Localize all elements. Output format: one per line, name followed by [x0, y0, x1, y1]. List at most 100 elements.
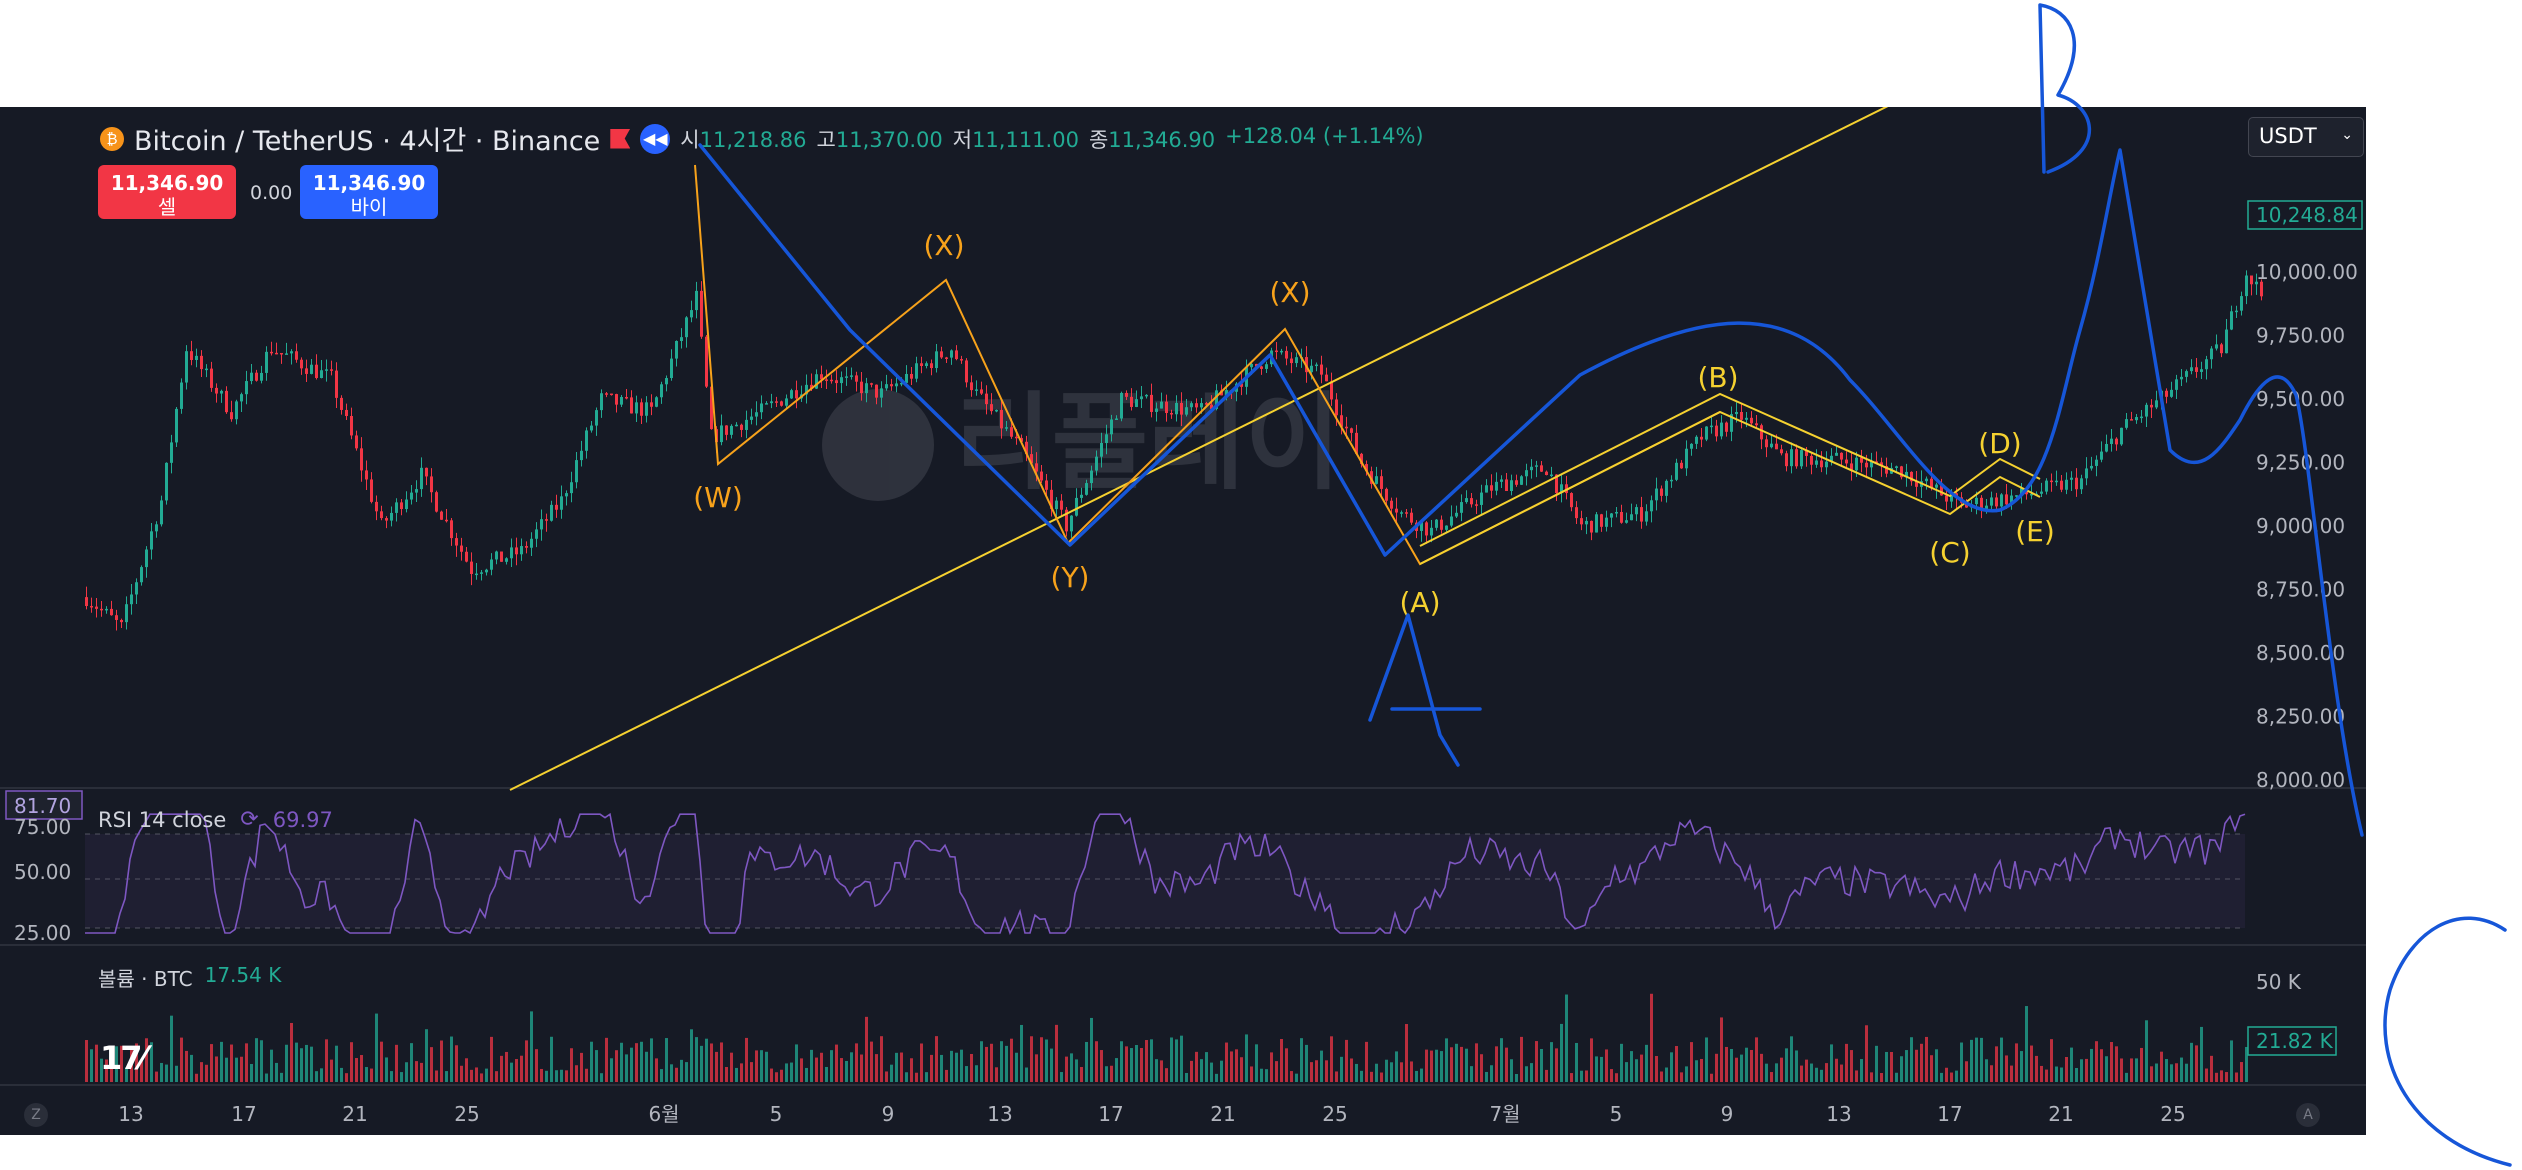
candle [1040, 471, 1043, 481]
volume-bar [2225, 1072, 2228, 1082]
volume-bar [1550, 1042, 1553, 1082]
time-tick-label: 9 [882, 1102, 895, 1126]
symbol-title[interactable]: Bitcoin / TetherUS · 4시간 · Binance [134, 126, 601, 157]
candle [1375, 476, 1378, 484]
candle [2240, 296, 2243, 311]
candle [1645, 511, 1648, 522]
time-tick-label: 25 [2160, 1102, 2185, 1126]
candle [235, 401, 238, 420]
time-tick-label: 25 [454, 1102, 479, 1126]
volume-bar [1375, 1063, 1378, 1082]
volume-bar [1350, 1058, 1353, 1082]
volume-bar [1905, 1050, 1908, 1082]
candle [670, 358, 673, 379]
volume-bar [90, 1049, 93, 1082]
candle [1295, 357, 1298, 364]
candle [160, 500, 163, 525]
candle [530, 538, 533, 548]
flag-icon[interactable] [610, 128, 631, 149]
wave-label: (B) [1697, 361, 1738, 394]
volume-bar [95, 1044, 98, 1082]
candle [615, 394, 618, 405]
chart-canvas[interactable]: 리플레이 10,000.00 9,750.00 9,500.00 9,250.00 9,0… [0, 107, 2366, 1135]
volume-bar [1625, 1062, 1628, 1082]
sync-icon[interactable]: ⟳ [240, 807, 259, 832]
volume-bar [950, 1050, 953, 1082]
volume-bar [265, 1073, 268, 1082]
candle [440, 511, 443, 520]
buy-button[interactable]: 11,346.90 바이 [300, 165, 438, 219]
auto-scale-button[interactable]: A [2296, 1103, 2320, 1127]
candle [765, 403, 768, 405]
candle [1465, 498, 1468, 503]
volume-bar [430, 1047, 433, 1082]
candle [675, 340, 678, 359]
volume-bar [1190, 1060, 1193, 1082]
candle [895, 383, 898, 387]
replay-icon[interactable]: ◀◀ [640, 123, 671, 154]
candle [2155, 400, 2158, 408]
candle [460, 545, 463, 552]
volume-bar [1520, 1036, 1523, 1082]
volume-bar [1990, 1065, 1993, 1082]
volume-bar [700, 1045, 703, 1082]
candle [145, 549, 148, 568]
change-value: +128.04 (+1.14%) [1225, 123, 1424, 148]
candle [1865, 462, 1868, 468]
candle [620, 397, 623, 405]
volume-bar [690, 1029, 693, 1082]
volume-bar [605, 1037, 608, 1082]
candle [230, 412, 233, 420]
candle [2170, 389, 2173, 397]
volume-bar [490, 1036, 493, 1082]
candle [1325, 374, 1328, 382]
candle [1200, 403, 1203, 408]
volume-bar [545, 1070, 548, 1082]
volume-bar [320, 1068, 323, 1082]
candle [1690, 443, 1693, 449]
candle [1500, 479, 1503, 482]
candle [2115, 438, 2118, 445]
candle [150, 531, 153, 550]
volume-bar [1820, 1069, 1823, 1082]
candle [1105, 434, 1108, 443]
volume-bar [1925, 1036, 1928, 1082]
time-tick-label: 17 [1937, 1102, 1962, 1126]
candle [1790, 449, 1793, 467]
chart-window[interactable]: 리플레이 10,000.00 9,750.00 9,500.00 9,250.00 9,0… [0, 107, 2366, 1135]
sell-button[interactable]: 11,346.90 셀 [98, 165, 236, 219]
volume-bar [1065, 1056, 1068, 1082]
candle [1755, 423, 1758, 426]
rsi-legend[interactable]: RSI 14 close ⟳ 69.97 [98, 807, 333, 832]
volume-bar [2030, 1045, 2033, 1082]
candle [1575, 507, 1578, 519]
volume-bar [445, 1071, 448, 1082]
volume-bar [1780, 1057, 1783, 1082]
candle [1670, 479, 1673, 482]
candle [115, 615, 118, 620]
zoom-reset-button[interactable]: Z [24, 1103, 48, 1127]
candle [1775, 443, 1778, 450]
volume-bar [200, 1062, 203, 1082]
candle [2235, 310, 2238, 313]
candle [445, 519, 448, 522]
wave-x-connector [1067, 327, 1721, 566]
volume-bar [525, 1040, 528, 1082]
candle [225, 390, 228, 413]
tradingview-logo[interactable]: 17⁄ [100, 1039, 146, 1077]
volume-bar [1700, 1058, 1703, 1082]
candle [1685, 448, 1688, 469]
currency-select[interactable]: USDT ⌄ [2248, 117, 2364, 157]
price-tick-label: 9,750.00 [2256, 324, 2345, 348]
candle [1970, 504, 1973, 508]
volume-bar [1790, 1036, 1793, 1082]
volume-bar [1585, 1070, 1588, 1082]
candle [405, 499, 408, 510]
volume-bar [615, 1050, 618, 1082]
volume-bar [785, 1063, 788, 1082]
volume-bar [1960, 1042, 1963, 1082]
volume-legend[interactable]: 볼륨 · BTC 17.54 K [98, 963, 281, 992]
volume-bar [630, 1047, 633, 1082]
volume-bar [1980, 1037, 1983, 1082]
volume-bar [1805, 1059, 1808, 1082]
